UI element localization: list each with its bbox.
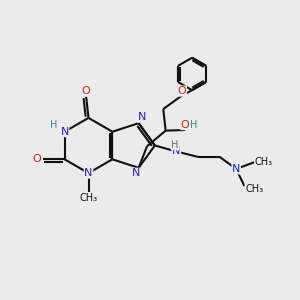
- Text: N: N: [131, 168, 140, 178]
- Text: H: H: [190, 120, 197, 130]
- Text: CH₃: CH₃: [245, 184, 263, 194]
- Text: O: O: [33, 154, 41, 164]
- Text: CH₃: CH₃: [255, 157, 273, 167]
- Text: O: O: [82, 86, 91, 96]
- Text: N: N: [84, 168, 93, 178]
- Text: O: O: [181, 120, 190, 130]
- Text: N: N: [137, 112, 146, 122]
- Text: N: N: [232, 164, 240, 174]
- Text: N: N: [60, 127, 69, 137]
- Text: O: O: [178, 86, 187, 96]
- Text: N: N: [172, 146, 181, 157]
- Text: H: H: [171, 140, 179, 150]
- Text: H: H: [50, 120, 57, 130]
- Text: CH₃: CH₃: [80, 193, 98, 203]
